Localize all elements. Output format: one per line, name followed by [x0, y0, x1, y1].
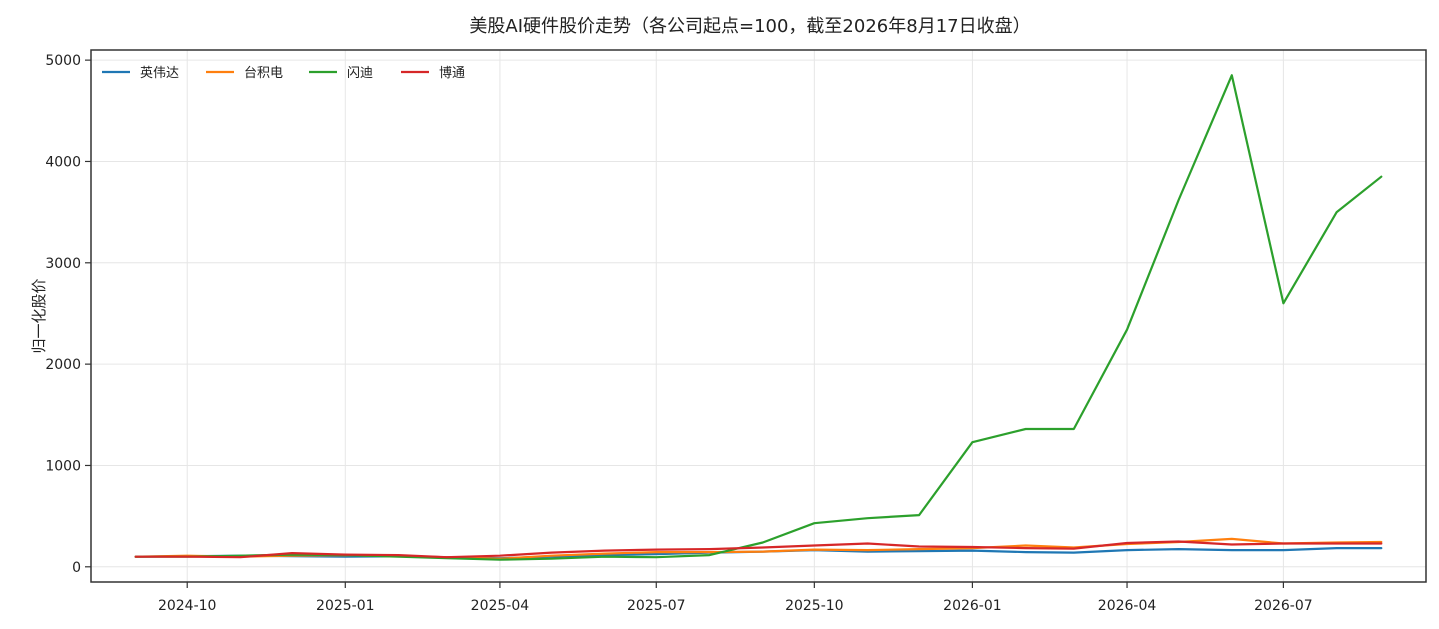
plot-area-frame	[90, 49, 1427, 583]
x-tick-label: 2026-01	[943, 598, 1002, 614]
y-axis: 0 1000 2000 3000 4000 5000	[45, 53, 91, 576]
x-tick-label: 2026-04	[1098, 598, 1157, 614]
chart-title: 美股AI硬件股价走势（各公司起点=100，截至2026年8月17日收盘）	[469, 16, 1030, 37]
legend-label: 博通	[439, 66, 465, 81]
y-tick-label: 4000	[45, 154, 81, 170]
x-tick-label: 2026-07	[1254, 598, 1313, 614]
legend-label: 闪迪	[347, 66, 373, 81]
y-tick-label: 2000	[45, 357, 81, 373]
x-tick-label: 2025-01	[316, 598, 375, 614]
x-tick-label: 2025-07	[627, 598, 686, 614]
legend-item: 英伟达	[102, 66, 179, 81]
legend: 英伟达 台积电 闪迪 博通	[102, 66, 465, 81]
x-tick-label: 2025-04	[471, 598, 530, 614]
x-axis: 2024-10 2025-01 2025-04 2025-07 2025-10 2026-…	[158, 582, 1313, 614]
x-tick-label: 2025-10	[785, 598, 844, 614]
y-axis-label: 归一化股价	[30, 278, 48, 353]
y-tick-label: 1000	[45, 458, 81, 474]
legend-item: 闪迪	[309, 66, 373, 81]
legend-label: 台积电	[244, 66, 283, 81]
legend-label: 英伟达	[140, 66, 179, 81]
series-lines	[134, 74, 1383, 561]
series-line-3	[134, 540, 1383, 559]
legend-item: 博通	[401, 66, 465, 81]
legend-item: 台积电	[206, 66, 283, 81]
y-tick-label: 0	[72, 560, 81, 576]
y-tick-label: 5000	[45, 53, 81, 69]
y-tick-label: 3000	[45, 256, 81, 272]
series-line-2	[134, 74, 1383, 561]
grid	[91, 50, 1426, 582]
x-tick-label: 2024-10	[158, 598, 217, 614]
